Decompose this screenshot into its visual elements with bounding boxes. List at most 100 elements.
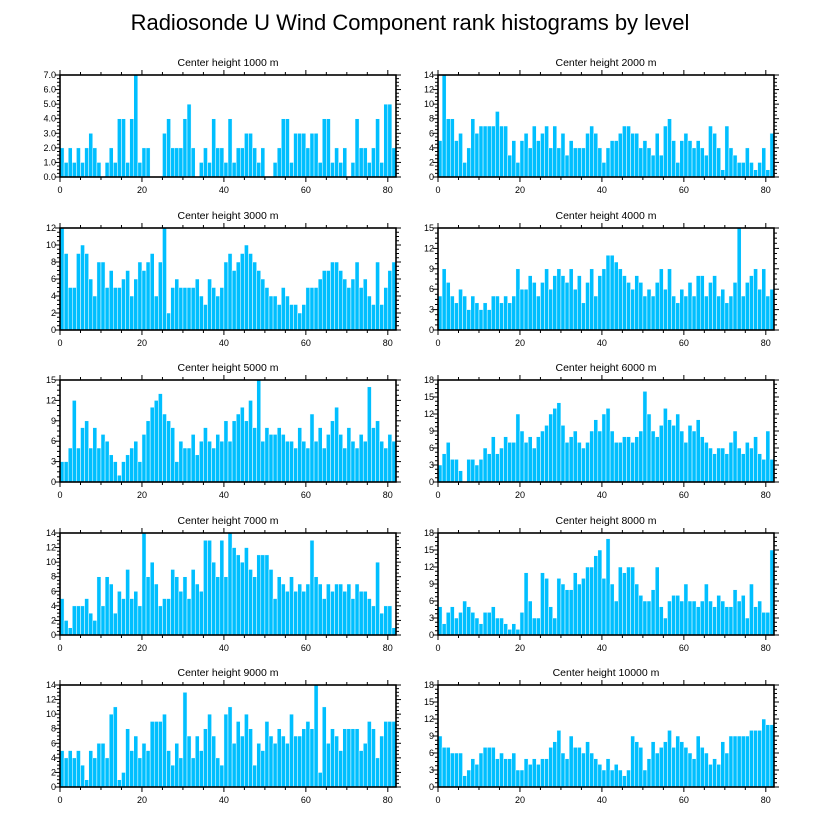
- bar: [158, 393, 163, 483]
- panel-title: Center height 6000 m: [556, 362, 657, 374]
- bar: [691, 758, 697, 788]
- bar: [638, 147, 644, 178]
- panel-title: Center height 8000 m: [556, 515, 657, 527]
- y-axis: 0 3 6 9 12 15 18: [424, 528, 779, 640]
- bar: [634, 583, 640, 636]
- bar: [527, 600, 533, 636]
- bar: [63, 162, 69, 178]
- y-axis: 0 3 6 9 12 15: [46, 375, 401, 487]
- bar: [133, 735, 139, 788]
- bar: [482, 302, 488, 331]
- bar: [67, 147, 73, 178]
- bar: [552, 741, 558, 788]
- y-tick-label: 6.0: [43, 85, 56, 95]
- bar: [450, 118, 455, 178]
- bar: [367, 162, 372, 178]
- bar: [371, 304, 376, 331]
- bar: [679, 600, 685, 636]
- bar: [231, 743, 237, 788]
- bar: [531, 758, 537, 788]
- bar: [235, 554, 241, 636]
- bar: [638, 595, 644, 636]
- bar: [92, 427, 98, 483]
- bar: [297, 133, 303, 178]
- bar: [133, 440, 139, 483]
- bar: [699, 747, 705, 788]
- bar: [117, 474, 122, 483]
- bar: [699, 275, 705, 331]
- bar: [572, 747, 578, 788]
- bar: [572, 572, 578, 636]
- bar: [568, 268, 574, 331]
- x-tick-label: 0: [57, 338, 62, 348]
- bar: [523, 133, 529, 178]
- bar: [732, 430, 738, 483]
- y-axis: 0 3 6 9 12 15 18: [424, 375, 779, 487]
- bar: [211, 118, 216, 178]
- bar: [708, 600, 713, 636]
- bar: [129, 118, 135, 178]
- panel-9: Center height 9000 m 0 20 40 60 80 0 2 4 6 8 10 12 14: [46, 667, 401, 805]
- x-tick-label: 60: [301, 490, 311, 500]
- y-tick-label: 10: [424, 99, 434, 109]
- bar: [125, 728, 130, 788]
- bar: [260, 440, 266, 483]
- bar: [186, 598, 192, 636]
- x-tick-label: 60: [301, 643, 311, 653]
- y-tick-label: 14: [46, 528, 56, 538]
- bar: [757, 453, 762, 483]
- bar: [268, 735, 274, 788]
- x-tick-label: 80: [761, 643, 771, 653]
- bar: [88, 612, 94, 636]
- panel-5: Center height 5000 m 0 20 40 60 80 0 3 6 9 12 15: [46, 362, 401, 500]
- bar: [129, 295, 135, 331]
- bar: [613, 764, 619, 788]
- bar: [326, 583, 331, 636]
- bar: [63, 757, 69, 788]
- bar: [358, 591, 364, 636]
- bar: [740, 453, 746, 483]
- bar: [527, 436, 533, 483]
- bar: [745, 147, 750, 178]
- y-tick-label: 8: [51, 572, 56, 582]
- x-axis: 0 20 40 60 80: [57, 680, 393, 805]
- bar: [634, 275, 640, 331]
- bar: [503, 758, 508, 788]
- bar: [186, 735, 192, 788]
- x-tick-label: 60: [301, 185, 311, 195]
- bar: [564, 154, 570, 178]
- bar: [108, 147, 114, 178]
- bar: [113, 612, 118, 636]
- bar: [552, 125, 558, 178]
- bar: [683, 583, 689, 636]
- bar: [145, 576, 151, 636]
- bar: [519, 140, 525, 178]
- bar: [281, 735, 286, 788]
- bar: [104, 162, 110, 178]
- y-tick-label: 8: [429, 114, 434, 124]
- bar: [375, 118, 380, 178]
- bar: [215, 295, 221, 331]
- y-tick-label: 9: [429, 264, 434, 274]
- bar: [121, 461, 126, 483]
- bar: [375, 261, 380, 331]
- bar: [761, 612, 767, 636]
- bars: [437, 74, 775, 178]
- bar: [630, 133, 635, 178]
- bar: [342, 591, 348, 636]
- bar: [609, 430, 615, 483]
- bar: [511, 140, 517, 178]
- y-tick-label: 12: [46, 223, 56, 233]
- bar: [462, 162, 467, 178]
- bar: [552, 617, 558, 636]
- bar: [761, 147, 767, 178]
- bar: [362, 743, 368, 788]
- bar: [346, 287, 352, 331]
- bars: [59, 227, 397, 331]
- bar: [108, 583, 114, 636]
- x-tick-label: 60: [679, 490, 689, 500]
- bar: [486, 309, 492, 331]
- bar: [745, 617, 750, 636]
- bar: [740, 595, 746, 636]
- bar: [474, 302, 480, 331]
